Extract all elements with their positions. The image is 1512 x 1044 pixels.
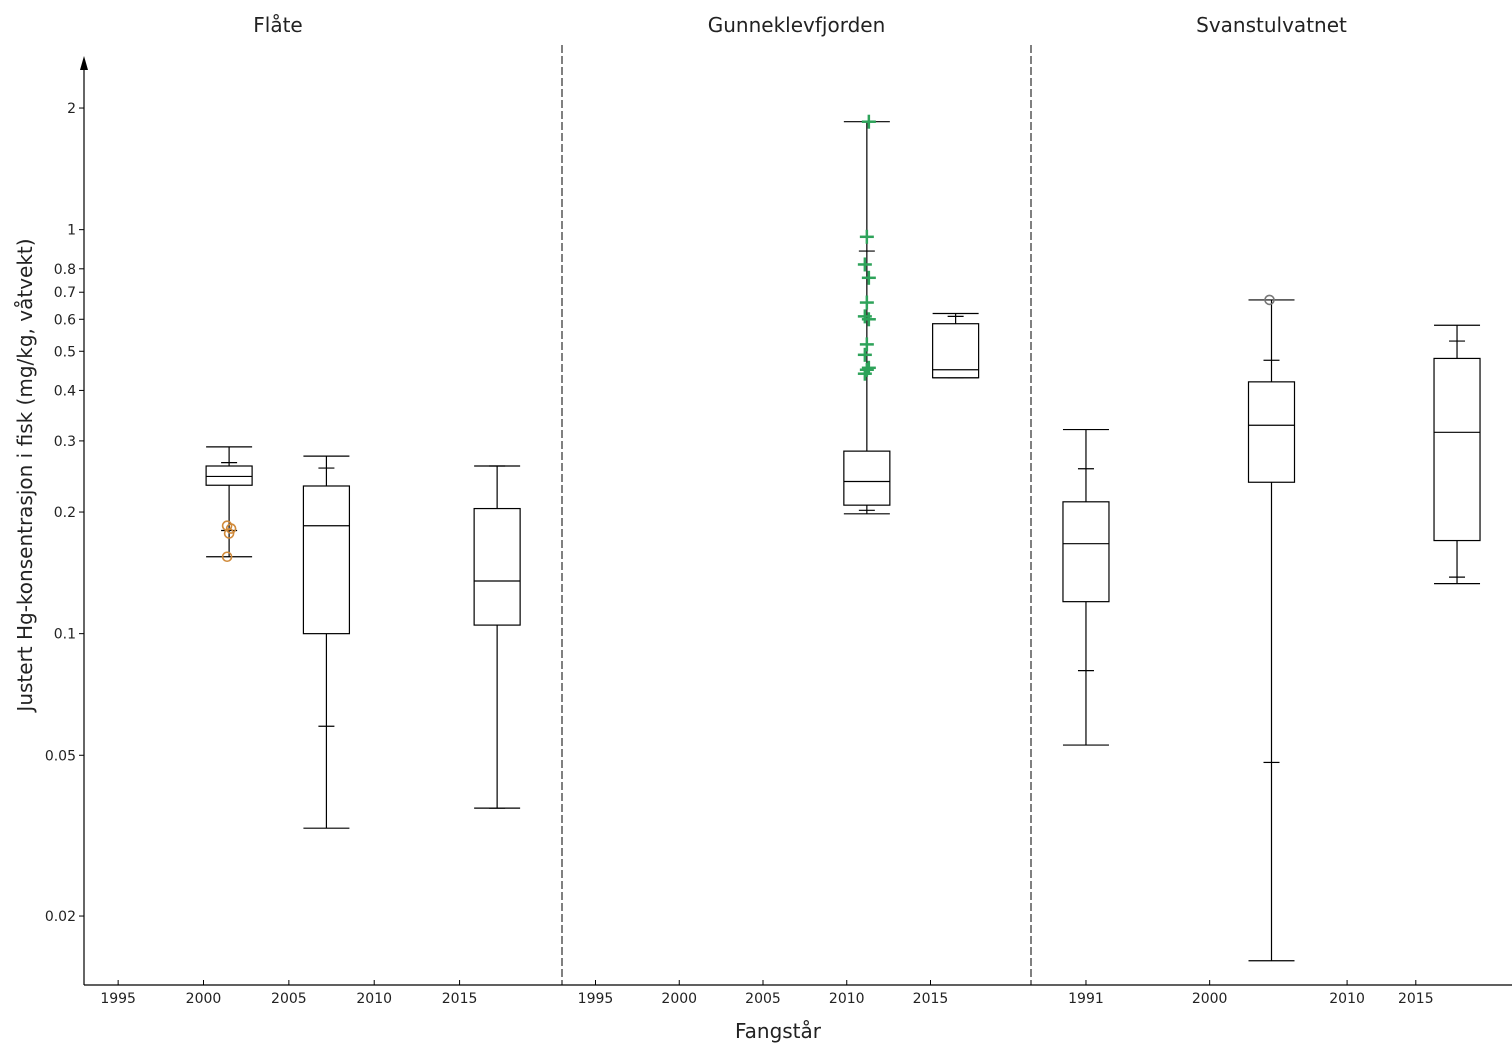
- box-plot: [205, 446, 253, 563]
- x-tick-label: 2015: [913, 991, 949, 1007]
- y-tick-label: 0.8: [54, 262, 76, 278]
- x-tick-label: 2000: [1192, 991, 1228, 1007]
- box-plot: [1247, 294, 1296, 962]
- x-tick-label: 2005: [271, 991, 307, 1007]
- y-tick-label: 2: [67, 101, 76, 117]
- y-axis: 0.02 0.05 0.1 0.2 0.3 0.4 0.5 0.6 0.7 0.8 1 2: [45, 56, 88, 985]
- box-iqr: [1247, 381, 1296, 483]
- box-plot: [843, 114, 891, 515]
- outlier-point: [221, 551, 233, 563]
- box-plot: [932, 312, 980, 379]
- x-tick-label: 2010: [1329, 991, 1365, 1007]
- box-plot: [1062, 428, 1110, 746]
- y-tick-label: 0.1: [54, 627, 76, 643]
- y-tick-label: 0.4: [54, 383, 76, 399]
- x-tick-label: 2010: [829, 991, 865, 1007]
- x-tick-label: 1995: [578, 991, 614, 1007]
- box-plot: [473, 465, 521, 809]
- box-iqr: [932, 323, 980, 379]
- panel-title: Flåte: [253, 13, 302, 37]
- x-tick-label: 2000: [186, 991, 222, 1007]
- y-tick-label: 0.7: [54, 285, 76, 301]
- outlier-point: [859, 229, 874, 244]
- outlier-point: [861, 270, 876, 285]
- y-tick-label: 0.5: [54, 344, 76, 360]
- panel-2: Gunneklevfjorden 1995 2000 2005 2010 2015: [561, 13, 1031, 1007]
- x-tick-label: 2010: [356, 991, 392, 1007]
- box-iqr: [843, 450, 891, 506]
- outlier-point: [223, 528, 235, 539]
- y-axis-title: Justert Hg-konsentrasjon i fisk (mg/kg, …: [13, 238, 37, 713]
- outlier-point: [861, 114, 876, 129]
- outlier-point: [859, 295, 874, 310]
- x-tick-label: 1995: [100, 991, 136, 1007]
- box-plot: [302, 455, 351, 829]
- x-tick-label: 2015: [442, 991, 478, 1007]
- box-iqr: [1062, 501, 1110, 603]
- x-axis-title: Fangstår: [735, 1019, 822, 1043]
- box-iqr: [1433, 357, 1481, 542]
- outlier-point: [1264, 294, 1275, 306]
- box-plot: [1433, 324, 1481, 585]
- y-tick-label: 0.2: [54, 505, 76, 521]
- outlier-point: [221, 520, 233, 532]
- y-tick-label: 0.05: [45, 748, 76, 764]
- outlier-point: [857, 347, 872, 362]
- x-tick-label: 1991: [1068, 991, 1104, 1007]
- y-tick-label: 0.02: [45, 909, 76, 925]
- box-iqr: [473, 507, 521, 626]
- y-axis-arrow: [80, 56, 88, 70]
- outlier-point: [857, 309, 872, 324]
- y-tick-label: 1: [67, 223, 76, 239]
- y-tick-label: 0.6: [54, 312, 76, 328]
- y-tick-label: 0.3: [54, 434, 76, 450]
- panel-3: Svanstulvatnet 1991 2000 2010 2015: [1030, 13, 1512, 1007]
- x-tick-label: 2005: [745, 991, 781, 1007]
- outlier-point: [857, 257, 872, 272]
- outlier-point: [859, 337, 874, 352]
- x-tick-label: 2015: [1398, 991, 1434, 1007]
- panel-title: Gunneklevfjorden: [708, 13, 886, 37]
- panel-1: Flåte 1995 2000 2005 2010 2015: [84, 13, 562, 1007]
- panel-title: Svanstulvatnet: [1196, 13, 1347, 37]
- outlier-point: [859, 362, 874, 377]
- outlier-point: [861, 360, 876, 375]
- x-tick-label: 2000: [661, 991, 697, 1007]
- box-iqr: [302, 485, 351, 635]
- box-iqr: [205, 465, 253, 486]
